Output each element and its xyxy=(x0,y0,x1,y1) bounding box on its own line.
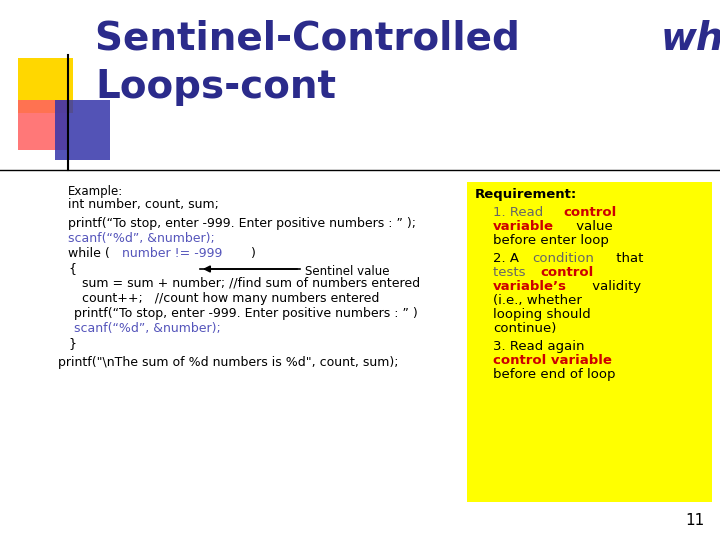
Text: printf("\nThe sum of %d numbers is %d", count, sum);: printf("\nThe sum of %d numbers is %d", … xyxy=(58,356,398,369)
Text: printf(“To stop, enter -999. Enter positive numbers : ” );: printf(“To stop, enter -999. Enter posit… xyxy=(68,217,416,230)
Text: number != -999: number != -999 xyxy=(122,247,222,260)
Text: {: { xyxy=(68,262,76,275)
Text: before enter loop: before enter loop xyxy=(493,234,609,247)
Text: Sentinel-Controlled: Sentinel-Controlled xyxy=(95,20,534,58)
Text: value: value xyxy=(572,220,613,233)
Bar xyxy=(18,58,73,113)
Text: variable’s: variable’s xyxy=(493,280,567,293)
Text: tests: tests xyxy=(493,266,530,279)
Text: (i.e., whether: (i.e., whether xyxy=(493,294,582,307)
Text: 3. Read again: 3. Read again xyxy=(493,340,585,353)
Text: 2. A: 2. A xyxy=(493,252,523,265)
Text: }: } xyxy=(68,337,76,350)
Text: printf(“To stop, enter -999. Enter positive numbers : ” ): printf(“To stop, enter -999. Enter posit… xyxy=(74,307,418,320)
Text: that: that xyxy=(612,252,643,265)
Bar xyxy=(55,100,110,160)
Text: 1. Read: 1. Read xyxy=(493,206,547,219)
Text: while (: while ( xyxy=(68,247,109,260)
Text: continue): continue) xyxy=(493,322,557,335)
Text: Requirement:: Requirement: xyxy=(475,188,577,201)
Text: 11: 11 xyxy=(685,513,705,528)
Text: scanf(“%d”, &number);: scanf(“%d”, &number); xyxy=(74,322,221,335)
Text: count++;   //count how many numbers entered: count++; //count how many numbers entere… xyxy=(82,292,379,305)
Text: validity: validity xyxy=(588,280,642,293)
Text: Loops-cont: Loops-cont xyxy=(95,68,336,106)
Text: control variable: control variable xyxy=(493,354,612,367)
Text: control: control xyxy=(541,266,594,279)
Text: condition: condition xyxy=(532,252,594,265)
Text: before end of loop: before end of loop xyxy=(493,368,616,381)
Text: sum = sum + number; //find sum of numbers entered: sum = sum + number; //find sum of number… xyxy=(82,277,420,290)
Text: int number, count, sum;: int number, count, sum; xyxy=(68,198,219,211)
Bar xyxy=(467,182,712,502)
Text: scanf(“%d”, &number);: scanf(“%d”, &number); xyxy=(68,232,215,245)
Text: control: control xyxy=(563,206,616,219)
Text: Sentinel value: Sentinel value xyxy=(305,265,390,278)
Text: Example:: Example: xyxy=(68,185,123,198)
Text: while: while xyxy=(661,20,720,58)
Text: ): ) xyxy=(251,247,256,260)
Text: looping should: looping should xyxy=(493,308,590,321)
Text: variable: variable xyxy=(493,220,554,233)
Bar xyxy=(18,100,68,150)
